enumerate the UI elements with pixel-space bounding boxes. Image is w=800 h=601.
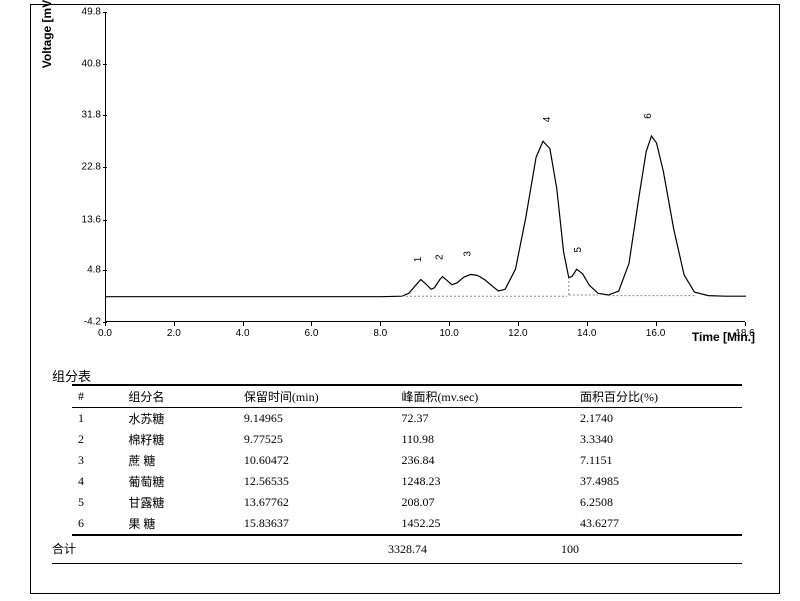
table-cell: 7.1151 bbox=[574, 450, 742, 471]
table-cell: 9.77525 bbox=[238, 429, 396, 450]
table-cell: 2.1740 bbox=[574, 408, 742, 430]
svg-text:2: 2 bbox=[435, 254, 446, 260]
x-tick-label: 14.0 bbox=[577, 328, 596, 339]
table-cell: 1452.25 bbox=[395, 513, 574, 535]
table-cell: 10.60472 bbox=[238, 450, 396, 471]
x-tick-label: 8.0 bbox=[373, 328, 387, 339]
x-tick-label: 4.0 bbox=[236, 328, 250, 339]
table-cell: 蔗 糖 bbox=[122, 450, 238, 471]
y-tick-label: 4.8 bbox=[87, 265, 101, 276]
table-cell: 208.07 bbox=[395, 492, 574, 513]
table-cell: 1248.23 bbox=[395, 471, 574, 492]
footer-pct: 100 bbox=[561, 542, 579, 557]
y-tick-label: 49.8 bbox=[82, 7, 101, 18]
table-cell: 甘露糖 bbox=[122, 492, 238, 513]
x-tick-label: 2.0 bbox=[167, 328, 181, 339]
table-cell: 果 糖 bbox=[122, 513, 238, 535]
table-cell: 3 bbox=[72, 450, 122, 471]
table-row: 2棉籽糖9.77525110.983.3340 bbox=[72, 429, 742, 450]
table-column-header: 峰面积(mv.sec) bbox=[395, 385, 574, 408]
table-cell: 3.3340 bbox=[574, 429, 742, 450]
x-tick-label: 6.0 bbox=[304, 328, 318, 339]
table-cell: 2 bbox=[72, 429, 122, 450]
y-axis-ticks: -4.24.813.622.831.840.849.8 bbox=[65, 12, 103, 322]
table-title: 组分表 bbox=[52, 366, 91, 385]
table-column-header: 面积百分比(%) bbox=[574, 385, 742, 408]
table-row: 5甘露糖13.67762208.076.2508 bbox=[72, 492, 742, 513]
table-row: 6果 糖15.836371452.2543.6277 bbox=[72, 513, 742, 535]
svg-text:3: 3 bbox=[463, 251, 474, 257]
table-cell: 12.56535 bbox=[238, 471, 396, 492]
y-tick-label: -4.2 bbox=[84, 317, 101, 328]
chromatogram-svg: 1 2 3 4 5 6 bbox=[106, 12, 746, 322]
table-cell: 葡萄糖 bbox=[122, 471, 238, 492]
x-tick-label: 0.0 bbox=[98, 328, 112, 339]
table-column-header: 保留时间(min) bbox=[238, 385, 396, 408]
table-column-header: # bbox=[72, 385, 122, 408]
x-tick-label: 16.0 bbox=[646, 328, 665, 339]
table-cell: 棉籽糖 bbox=[122, 429, 238, 450]
table-cell: 1 bbox=[72, 408, 122, 430]
y-tick-label: 22.8 bbox=[82, 162, 101, 173]
table-cell: 6.2508 bbox=[574, 492, 742, 513]
table-row: 4葡萄糖12.565351248.2337.4985 bbox=[72, 471, 742, 492]
footer-area: 3328.74 bbox=[388, 542, 558, 557]
svg-text:4: 4 bbox=[542, 116, 553, 122]
footer-label: 合计 bbox=[52, 540, 124, 557]
table-cell: 9.14965 bbox=[238, 408, 396, 430]
table-header-row: #组分名保留时间(min)峰面积(mv.sec)面积百分比(%) bbox=[72, 385, 742, 408]
svg-text:6: 6 bbox=[643, 113, 654, 119]
table-cell: 43.6277 bbox=[574, 513, 742, 535]
x-tick-label: 12.0 bbox=[508, 328, 527, 339]
y-axis-label: Voltage [mV] bbox=[40, 0, 54, 68]
table-cell: 37.4985 bbox=[574, 471, 742, 492]
table-cell: 4 bbox=[72, 471, 122, 492]
svg-text:5: 5 bbox=[573, 247, 584, 253]
table-cell: 15.83637 bbox=[238, 513, 396, 535]
table-cell: 110.98 bbox=[395, 429, 574, 450]
y-tick-label: 40.8 bbox=[82, 58, 101, 69]
table-column-header: 组分名 bbox=[122, 385, 238, 408]
y-tick-label: 31.8 bbox=[82, 110, 101, 121]
table-row: 1水苏糖9.1496572.372.1740 bbox=[72, 408, 742, 430]
y-tick-label: 13.6 bbox=[82, 214, 101, 225]
table-body: 1水苏糖9.1496572.372.17402棉籽糖9.77525110.983… bbox=[72, 408, 742, 536]
table-footer: 合计 3328.74 100 bbox=[52, 540, 742, 564]
chromatogram-chart: Voltage [mV] -4.24.813.622.831.840.849.8… bbox=[45, 12, 765, 352]
table-row: 3蔗 糖10.60472236.847.1151 bbox=[72, 450, 742, 471]
x-axis-label: Time [Min.] bbox=[692, 330, 755, 344]
table-cell: 5 bbox=[72, 492, 122, 513]
table-cell: 水苏糖 bbox=[122, 408, 238, 430]
table-cell: 13.67762 bbox=[238, 492, 396, 513]
table-cell: 6 bbox=[72, 513, 122, 535]
x-tick-label: 10.0 bbox=[439, 328, 458, 339]
plot-area: 1 2 3 4 5 6 bbox=[105, 12, 745, 322]
components-table: #组分名保留时间(min)峰面积(mv.sec)面积百分比(%) 1水苏糖9.1… bbox=[72, 384, 742, 536]
table-cell: 236.84 bbox=[395, 450, 574, 471]
table-cell: 72.37 bbox=[395, 408, 574, 430]
svg-text:1: 1 bbox=[413, 256, 424, 262]
